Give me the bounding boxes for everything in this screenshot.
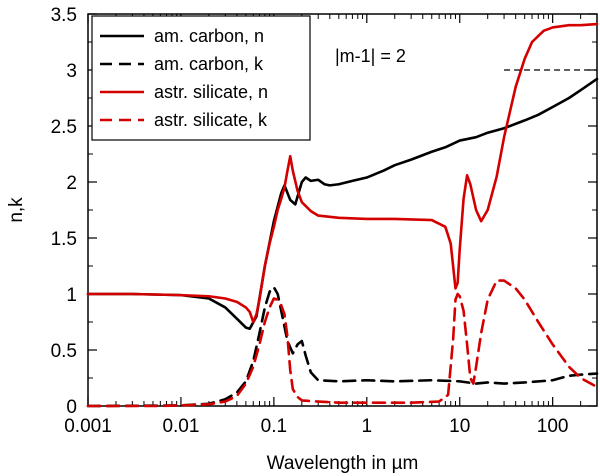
legend-label-3: astr. silicate, k: [154, 110, 268, 130]
series-line-0: [86, 77, 599, 331]
y-tick-label: 3: [66, 61, 77, 82]
reference-layer: |m-1| = 2: [335, 46, 597, 71]
x-tick-label: 0.001: [64, 416, 112, 437]
x-tick-label: 0.1: [261, 416, 287, 437]
reference-line-label: |m-1| = 2: [335, 46, 406, 66]
legend-label-0: am. carbon, n: [154, 26, 264, 46]
x-tick-label: 1: [362, 416, 373, 437]
series-line-2: [86, 22, 599, 324]
axes-labels: 0.001 0.01 0.1 1 10 100 0 0.5 1 1.5 2 2.5 3 3.5 Wavele…: [6, 5, 569, 474]
legend-label-2: astr. silicate, n: [154, 82, 268, 102]
legend: am. carbon, n am. carbon, k astr. silicate…: [91, 15, 311, 141]
y-tick-label: 1.5: [51, 229, 77, 250]
series-layer: [86, 22, 599, 408]
y-axis-title: n,k: [6, 197, 27, 223]
x-tick-label: 10: [449, 416, 470, 437]
y-tick-label: 0: [66, 397, 77, 418]
x-tick-label: 0.01: [162, 416, 199, 437]
y-tick-label: 3.5: [51, 5, 77, 26]
x-tick-label: 100: [537, 416, 569, 437]
series-line-1: [86, 285, 599, 408]
legend-label-1: am. carbon, k: [154, 54, 264, 74]
y-tick-label: 1: [66, 285, 77, 306]
x-axis-title: Wavelength in µm: [267, 453, 419, 474]
y-tick-label: 2.5: [51, 117, 77, 138]
y-tick-label: 2: [66, 173, 77, 194]
series-line-3: [86, 279, 599, 408]
y-tick-label: 0.5: [51, 341, 77, 362]
